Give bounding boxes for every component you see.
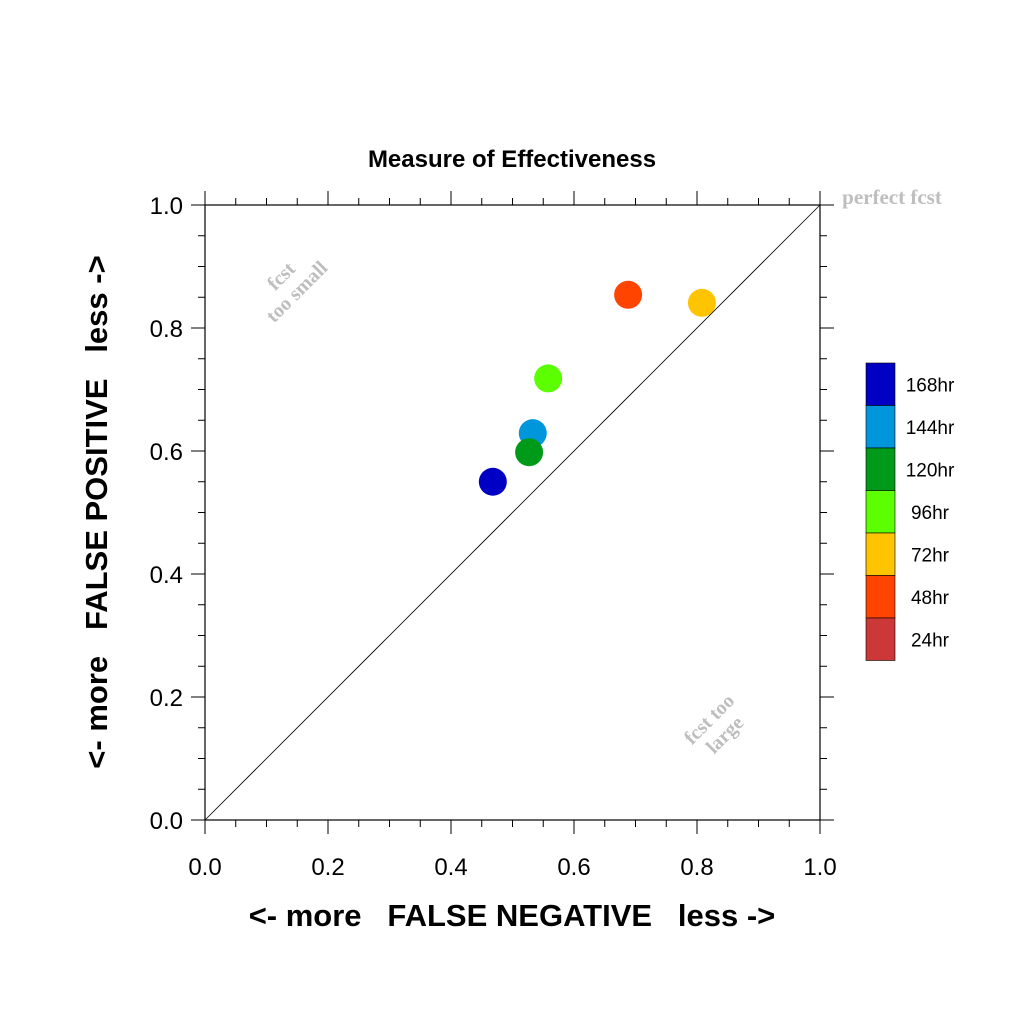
data-point-96hr: [534, 364, 563, 393]
y-tick-label: 1.0: [150, 193, 183, 220]
legend-label-48hr: 48hr: [911, 588, 950, 609]
y-tick-label: 0.4: [150, 562, 183, 589]
x-tick-label: 0.4: [434, 854, 467, 881]
legend-swatch-120hr: [865, 447, 896, 491]
chart-title: Measure of Effectiveness: [368, 146, 656, 173]
data-point-72hr: [687, 288, 716, 317]
legend-label-144hr: 144hr: [906, 418, 955, 439]
legend-swatch-96hr: [865, 490, 896, 534]
perfect-fcst-annotation: perfect fcst: [842, 185, 942, 209]
too-large-annotation: fcst too large: [680, 690, 748, 758]
y-tick-label: 0.8: [150, 316, 183, 343]
legend-label-120hr: 120hr: [906, 460, 955, 481]
legend: 168hr 144hr 120hr 96hr 72hr 48hr 24hr: [865, 362, 955, 661]
x-tick-label: 0.6: [557, 854, 590, 881]
too-small-annotation: fcst too small: [262, 257, 332, 327]
data-point-48hr: [614, 280, 643, 309]
x-tick-label: 1.0: [803, 854, 836, 881]
x-tick-label: 0.8: [680, 854, 713, 881]
legend-swatch-168hr: [865, 362, 896, 406]
too-small-line2: too small: [262, 257, 332, 327]
y-tick-label: 0.2: [150, 685, 183, 712]
x-tick-label: 0.2: [311, 854, 344, 881]
legend-label-72hr: 72hr: [911, 545, 950, 566]
legend-label-96hr: 96hr: [911, 503, 950, 524]
diagonal-line: [204, 204, 821, 821]
x-axis-label: <- more FALSE NEGATIVE less ->: [249, 898, 776, 933]
y-tick-label: 0.0: [150, 808, 183, 835]
legend-swatch-72hr: [865, 532, 896, 576]
axis-ticks: [191, 191, 834, 834]
data-point-120hr: [515, 438, 544, 467]
legend-swatch-24hr: [865, 617, 896, 661]
y-axis-label: <- more FALSE POSITIVE less ->: [79, 255, 114, 768]
plot-area: 0.0 0.2 0.4 0.6 0.8 1.0 0.0 0.2 0.4 0.6 0.8 1.0: [150, 191, 837, 881]
legend-label-24hr: 24hr: [911, 630, 950, 651]
x-tick-label: 0.0: [188, 854, 221, 881]
legend-label-168hr: 168hr: [906, 375, 955, 396]
legend-swatch-144hr: [865, 405, 896, 449]
data-point-168hr: [478, 467, 507, 496]
legend-swatch-48hr: [865, 575, 896, 619]
y-tick-label: 0.6: [150, 439, 183, 466]
